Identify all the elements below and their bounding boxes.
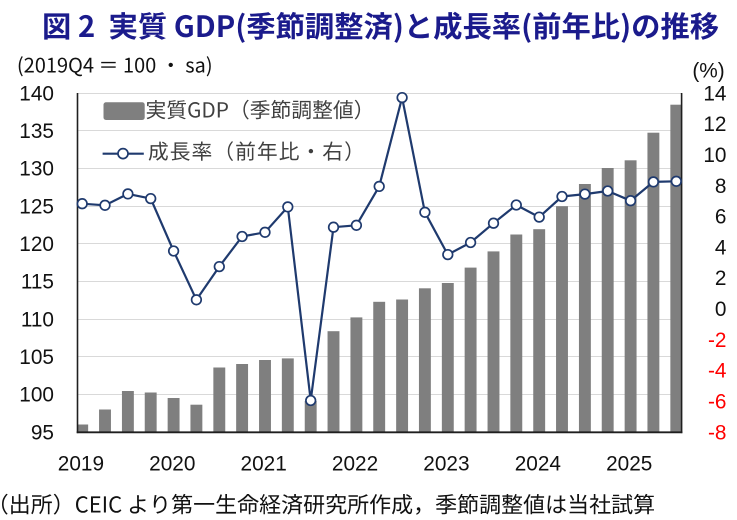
svg-text:2019: 2019 [58,452,104,475]
svg-text:2025: 2025 [606,452,652,475]
svg-text:140: 140 [19,82,54,105]
svg-text:12: 12 [703,113,726,136]
svg-text:0: 0 [715,298,727,321]
svg-text:4: 4 [715,236,727,259]
svg-text:-2: -2 [708,329,727,352]
svg-text:6: 6 [715,206,727,229]
svg-text:14: 14 [703,82,726,105]
svg-text:135: 135 [19,120,54,143]
svg-text:105: 105 [19,346,54,369]
svg-text:2021: 2021 [241,452,287,475]
svg-text:130: 130 [19,158,54,181]
svg-text:120: 120 [19,233,54,256]
svg-text:(%): (%) [692,60,724,83]
svg-text:100: 100 [19,384,54,407]
svg-text:2023: 2023 [423,452,469,475]
svg-text:-4: -4 [708,360,727,383]
svg-text:10: 10 [703,144,726,167]
svg-text:-8: -8 [708,421,727,444]
svg-text:115: 115 [21,271,54,294]
svg-text:2: 2 [715,267,727,290]
svg-text:110: 110 [21,308,54,331]
svg-text:8: 8 [715,175,727,198]
svg-text:-6: -6 [708,391,727,414]
svg-text:95: 95 [31,421,54,444]
svg-text:2020: 2020 [149,452,195,475]
svg-text:125: 125 [19,195,54,218]
svg-text:2024: 2024 [515,452,561,475]
svg-text:2022: 2022 [332,452,378,475]
